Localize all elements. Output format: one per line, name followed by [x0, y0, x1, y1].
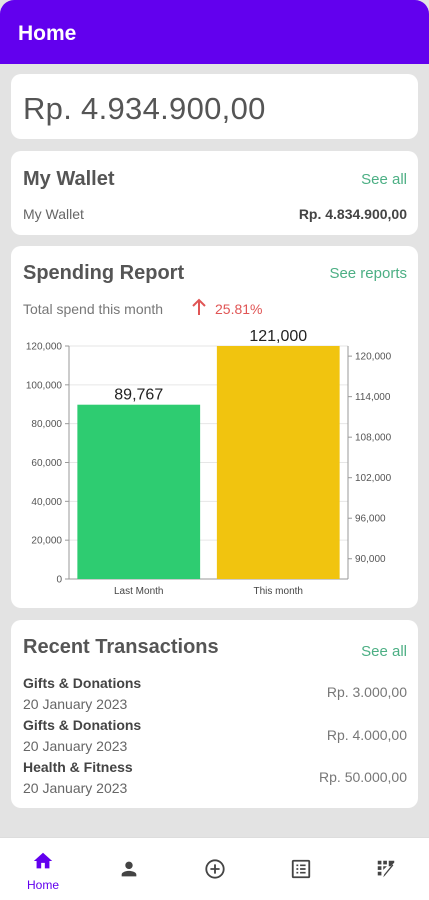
transaction-category: Gifts & Donations — [23, 675, 142, 691]
wallet-card: My Wallet See all My Wallet Rp. 4.834.90… — [11, 151, 418, 235]
left-axis-tick-label: 120,000 — [26, 342, 63, 353]
left-axis-tick-label: 100,000 — [26, 380, 63, 391]
total-balance: Rp. 4.934.900,00 — [23, 91, 266, 126]
left-axis-tick-label: 0 — [56, 575, 62, 586]
bar-value-label: 89,767 — [114, 387, 163, 404]
right-axis-tick-label: 114,000 — [355, 392, 391, 403]
transactions-see-all-link[interactable]: See all — [361, 643, 407, 660]
left-axis-tick-label: 60,000 — [31, 458, 62, 469]
report-title: Spending Report — [23, 262, 185, 284]
dashboard-icon — [377, 860, 395, 878]
nav-label-home: Home — [26, 878, 59, 892]
transaction-category: Gifts & Donations — [23, 717, 142, 733]
right-axis-tick-label: 108,000 — [355, 433, 392, 444]
left-axis-tick-label: 40,000 — [31, 497, 62, 508]
wallet-name: My Wallet — [23, 206, 84, 222]
balance-card: Rp. 4.934.900,00 — [11, 74, 418, 139]
arrow-up-icon — [191, 298, 207, 321]
wallet-amount: Rp. 4.834.900,00 — [298, 206, 407, 222]
transaction-category: Health & Fitness — [23, 759, 133, 775]
app-bar: Home — [0, 0, 429, 64]
left-axis-tick-label: 80,000 — [31, 419, 62, 430]
nav-item-profile[interactable] — [86, 838, 172, 900]
transaction-amount: Rp. 3.000,00 — [326, 684, 407, 700]
right-axis-tick-label: 90,000 — [355, 554, 386, 565]
wallet-see-all-link[interactable]: See all — [361, 171, 407, 188]
recent-transactions-card: Recent Transactions See all Gifts & Dona… — [11, 620, 418, 808]
wallet-title: My Wallet — [23, 168, 115, 190]
list-icon — [291, 859, 311, 879]
right-axis-tick-label: 102,000 — [355, 473, 392, 484]
nav-item-home[interactable]: Home — [0, 838, 86, 900]
transaction-date: 20 January 2023 — [23, 696, 128, 712]
bar — [216, 346, 340, 579]
home-icon — [33, 852, 53, 869]
app-bar-title: Home — [18, 22, 77, 45]
trend-percentage: 25.81% — [215, 301, 263, 317]
left-axis-tick-label: 20,000 — [31, 536, 62, 547]
bottom-navigation: Home — [0, 837, 429, 900]
right-axis-tick-label: 120,000 — [355, 352, 392, 363]
transaction-amount: Rp. 4.000,00 — [326, 727, 407, 743]
bar-value-label: 121,000 — [249, 328, 307, 345]
transaction-date: 20 January 2023 — [23, 780, 128, 796]
bar — [77, 404, 201, 579]
category-label: Last Month — [114, 586, 163, 597]
transactions-title: Recent Transactions — [23, 636, 219, 658]
trend-label: Total spend this month — [23, 301, 164, 317]
nav-item-add[interactable] — [172, 838, 258, 900]
add-circle-icon — [205, 859, 225, 879]
nav-item-transactions[interactable] — [258, 838, 344, 900]
transaction-amount: Rp. 50.000,00 — [319, 769, 407, 785]
right-axis-tick-label: 96,000 — [355, 514, 386, 525]
spending-report-card: Spending Report See reports Total spend … — [11, 246, 418, 608]
transaction-date: 20 January 2023 — [23, 738, 128, 754]
spending-bar-chart: 0 20,000 40,000 60,000 80,000 100,000 120,000 9… — [26, 328, 392, 597]
nav-item-dashboard[interactable] — [343, 838, 429, 900]
see-reports-link[interactable]: See reports — [329, 265, 407, 282]
category-label: This month — [254, 586, 303, 597]
person-icon — [121, 861, 137, 877]
